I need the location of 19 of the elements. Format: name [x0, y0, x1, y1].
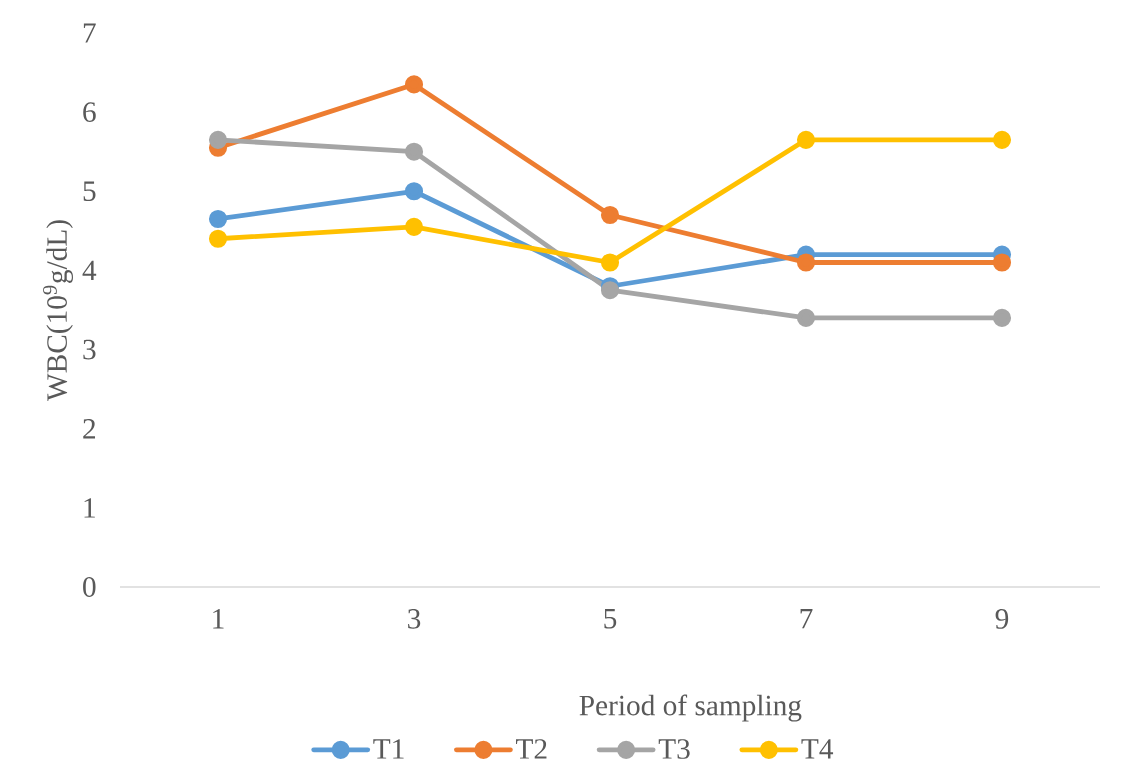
x-axis-title: Period of sampling [579, 694, 802, 722]
y-tick-label: 7 [83, 23, 96, 43]
legend-label: T2 [516, 739, 547, 759]
y-tick-label: 4 [82, 260, 97, 281]
y-axis-title: WBC(10$^{9}$g/dL) [43, 220, 73, 401]
legend-label: T1 [373, 739, 404, 759]
y-tick-label: 2 [83, 418, 96, 439]
legend-label: T3 [658, 739, 690, 759]
y-tick-label: 6 [83, 102, 96, 122]
legend-label: T4 [801, 739, 834, 759]
y-tick-label: 5 [83, 181, 96, 202]
x-tick-label: 9 [995, 609, 1009, 629]
x-tick-label: 5 [604, 609, 617, 629]
y-tick-label: 3 [83, 339, 96, 360]
y-tick-label: 0 [83, 577, 96, 597]
y-tick-label: 1 [84, 498, 95, 518]
x-tick-label: 3 [408, 609, 421, 629]
x-tick-label: 7 [800, 609, 813, 629]
x-tick-label: 1 [213, 609, 224, 629]
